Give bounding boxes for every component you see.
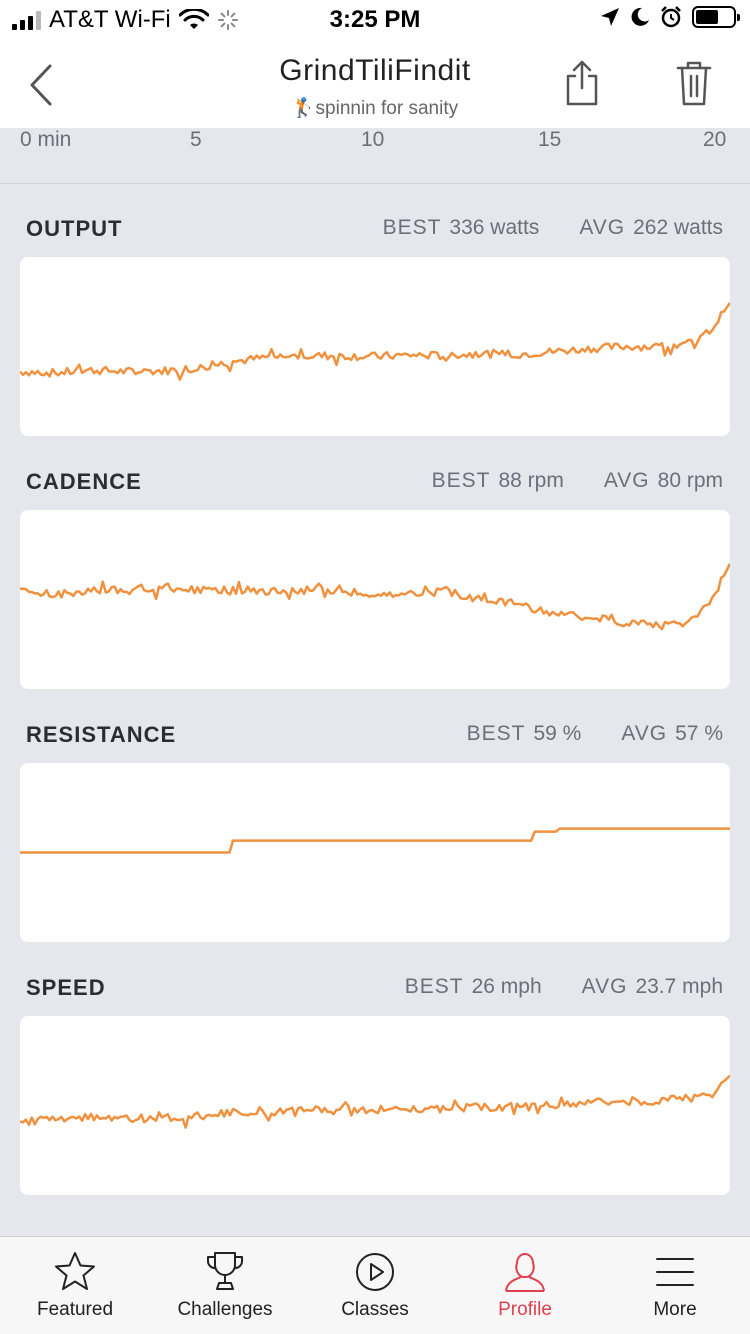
best-label: BEST	[404, 975, 464, 998]
series-line	[20, 302, 730, 381]
time-axis-tick: 10	[361, 128, 385, 151]
metric-header-speed: SPEED BEST 26 mph AVG 23.7 mph	[26, 975, 723, 1005]
loading-spinner-icon	[217, 10, 238, 30]
tab-label: More	[653, 1299, 697, 1320]
metric-header-output: OUTPUT BEST 336 watts AVG 262 watts	[26, 216, 723, 246]
avg-value: 80 rpm	[657, 469, 723, 492]
status-right	[600, 6, 740, 28]
metric-name: OUTPUT	[26, 216, 123, 241]
location-arrow-icon	[601, 8, 619, 26]
cell-signal-icon	[12, 10, 41, 30]
chevron-left-icon	[30, 64, 52, 106]
status-time: 3:25 PM	[329, 6, 421, 33]
metric-name: SPEED	[26, 975, 106, 1000]
best-label: BEST	[466, 722, 526, 745]
wifi-icon	[178, 9, 209, 29]
metric-stats: BEST 336 watts AVG 262 watts	[383, 216, 723, 240]
time-axis-tick: 20	[703, 128, 727, 151]
metric-name: RESISTANCE	[26, 722, 177, 747]
menu-icon	[656, 1258, 694, 1286]
tab-classes[interactable]: Classes	[300, 1237, 450, 1334]
avg-value: 23.7 mph	[635, 975, 723, 998]
time-axis-tick: 0 min	[20, 128, 72, 151]
chart-card-cadence	[20, 510, 730, 689]
tab-label: Challenges	[177, 1299, 273, 1320]
tab-more[interactable]: More	[600, 1237, 750, 1334]
best-label: BEST	[382, 216, 442, 239]
best-value: 26 mph	[471, 975, 542, 998]
avg-label: AVG	[579, 216, 626, 239]
time-axis-tick: 5	[190, 128, 202, 151]
play-circle-icon	[356, 1253, 394, 1291]
series-line	[20, 827, 730, 854]
page-subtitle: 🏌️spinnin for sanity	[291, 98, 459, 119]
resistance-chart	[20, 827, 730, 854]
tab-label: Profile	[498, 1299, 552, 1320]
chart-card-speed	[20, 1016, 730, 1195]
tab-label: Classes	[341, 1299, 409, 1320]
metric-name: CADENCE	[26, 469, 142, 494]
tab-profile[interactable]: Profile	[450, 1237, 600, 1334]
person-icon	[505, 1253, 545, 1292]
carrier-label: AT&T Wi-Fi	[49, 6, 171, 33]
time-axis-tick: 15	[538, 128, 562, 151]
tab-label: Featured	[36, 1299, 114, 1320]
status-bar: AT&T Wi-Fi 3:25 PM	[0, 0, 750, 40]
chart-card-output	[20, 257, 730, 436]
page-title: GrindTiliFindit	[279, 54, 471, 87]
tab-bar: Featured Challenges Classes Profile	[0, 1236, 750, 1334]
best-value: 88 rpm	[498, 469, 564, 492]
metric-header-resistance: RESISTANCE BEST 59 % AVG 57 %	[26, 722, 723, 752]
avg-label: AVG	[581, 975, 628, 998]
best-label: BEST	[431, 469, 491, 492]
tab-featured[interactable]: Featured	[0, 1237, 150, 1334]
chart-card-resistance	[20, 763, 730, 942]
metric-stats: BEST 26 mph AVG 23.7 mph	[405, 975, 723, 999]
share-icon	[566, 60, 598, 106]
speed-chart	[20, 1074, 730, 1129]
best-value: 59 %	[533, 722, 582, 745]
back-button[interactable]	[22, 60, 62, 110]
avg-value: 57 %	[675, 722, 723, 745]
share-button[interactable]	[562, 58, 602, 108]
battery-icon	[692, 6, 740, 28]
metric-header-cadence: CADENCE BEST 88 rpm AVG 80 rpm	[26, 469, 723, 499]
avg-label: AVG	[621, 722, 668, 745]
cadence-chart	[20, 563, 730, 631]
trash-icon	[676, 61, 712, 106]
best-value: 336 watts	[449, 216, 540, 239]
output-chart	[20, 302, 730, 381]
metric-stats: BEST 59 % AVG 57 %	[467, 722, 723, 746]
trophy-icon	[206, 1252, 244, 1290]
avg-label: AVG	[603, 469, 650, 492]
time-axis: 0 min 5 10 15 20	[0, 128, 750, 184]
avg-value: 262 watts	[633, 216, 723, 239]
nav-bar: GrindTiliFindit 🏌️spinnin for sanity	[0, 40, 750, 128]
tab-challenges[interactable]: Challenges	[150, 1237, 300, 1334]
delete-button[interactable]	[674, 58, 714, 108]
status-left: AT&T Wi-Fi	[12, 6, 239, 34]
metric-stats: BEST 88 rpm AVG 80 rpm	[432, 469, 723, 493]
star-icon	[55, 1252, 95, 1290]
alarm-icon	[661, 6, 681, 28]
series-line	[20, 1074, 730, 1129]
series-line	[20, 563, 730, 631]
moon-icon	[631, 7, 649, 26]
